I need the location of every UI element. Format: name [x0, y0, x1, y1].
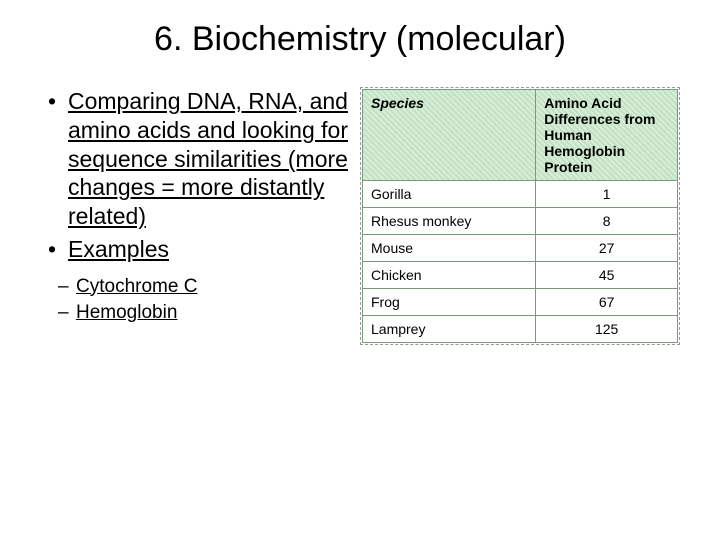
cell-species: Mouse	[363, 235, 536, 262]
header-differences: Amino Acid Differences from Human Hemogl…	[536, 90, 678, 181]
table-row: Gorilla 1	[363, 181, 678, 208]
table-row: Rhesus monkey 8	[363, 208, 678, 235]
table-row: Frog 67	[363, 289, 678, 316]
cell-diff: 8	[536, 208, 678, 235]
slide-title: 6. Biochemistry (molecular)	[40, 20, 680, 59]
bullet-item: Comparing DNA, RNA, and amino acids and …	[48, 87, 350, 231]
content-row: Comparing DNA, RNA, and amino acids and …	[40, 87, 680, 345]
cell-diff: 67	[536, 289, 678, 316]
sub-bullet-item: Hemoglobin	[58, 300, 350, 327]
bullet-item: Examples	[48, 235, 350, 264]
cell-diff: 1	[536, 181, 678, 208]
table-header-row: Species Amino Acid Differences from Huma…	[363, 90, 678, 181]
sub-bullet-list: Cytochrome C Hemoglobin	[40, 274, 350, 327]
cell-diff: 45	[536, 262, 678, 289]
slide: 6. Biochemistry (molecular) Comparing DN…	[0, 0, 720, 540]
text-column: Comparing DNA, RNA, and amino acids and …	[40, 87, 350, 345]
amino-acid-table: Species Amino Acid Differences from Huma…	[362, 89, 678, 343]
cell-species: Gorilla	[363, 181, 536, 208]
cell-species: Lamprey	[363, 316, 536, 343]
table-column: Species Amino Acid Differences from Huma…	[360, 87, 680, 345]
table-row: Chicken 45	[363, 262, 678, 289]
cell-species: Frog	[363, 289, 536, 316]
table-row: Lamprey 125	[363, 316, 678, 343]
cell-species: Chicken	[363, 262, 536, 289]
table-row: Mouse 27	[363, 235, 678, 262]
sub-bullet-item: Cytochrome C	[58, 274, 350, 301]
main-bullet-list: Comparing DNA, RNA, and amino acids and …	[40, 87, 350, 264]
table-container: Species Amino Acid Differences from Huma…	[360, 87, 680, 345]
cell-species: Rhesus monkey	[363, 208, 536, 235]
header-species: Species	[363, 90, 536, 181]
cell-diff: 27	[536, 235, 678, 262]
cell-diff: 125	[536, 316, 678, 343]
